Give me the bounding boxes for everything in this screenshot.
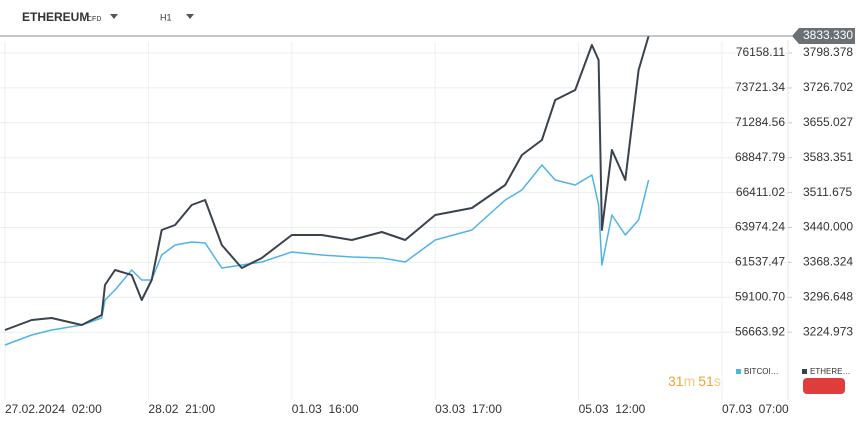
x-tick-label: 01.03 16:00 bbox=[292, 402, 359, 416]
legend-label: BITCOI… bbox=[744, 367, 779, 376]
timeframe-dropdown[interactable] bbox=[186, 14, 194, 19]
x-tick-label: 07.03 07:00 bbox=[722, 402, 789, 416]
y2-tick-label: 3368.324 bbox=[803, 255, 853, 269]
status-button[interactable] bbox=[803, 378, 845, 394]
y-tick-label: 66411.02 bbox=[736, 185, 785, 199]
y2-tick-label: 3798.378 bbox=[803, 45, 853, 59]
y2-tick-label: 3583.351 bbox=[803, 150, 853, 164]
y2-tick-label: 3296.648 bbox=[803, 289, 853, 303]
instrument-dropdown[interactable] bbox=[110, 14, 118, 19]
last-price-tag bbox=[792, 27, 855, 44]
y2-tick-label: 3655.027 bbox=[803, 115, 853, 129]
instrument-type: CFD bbox=[87, 16, 101, 23]
plot bbox=[4, 35, 650, 346]
legend-label: ETHERE… bbox=[810, 367, 850, 376]
y-tick-label: 56663.92 bbox=[735, 324, 785, 338]
y2-tick-label: 3726.702 bbox=[803, 80, 853, 94]
x-tick-label: 27.02.2024 02:00 bbox=[5, 402, 102, 416]
instrument[interactable]: ETHEREUM bbox=[22, 10, 89, 24]
y-tick-label: 71284.56 bbox=[735, 115, 785, 129]
legend-swatch bbox=[802, 369, 807, 374]
x-tick-label: 05.03 12:00 bbox=[579, 402, 646, 416]
axis-labels: 56663.92 59100.70 61537.47 63974.24 66411.02… bbox=[0, 27, 855, 416]
countdown: 31m 51s bbox=[668, 373, 721, 389]
price-line bbox=[4, 164, 650, 346]
y2-tick-label: 3440.000 bbox=[803, 220, 853, 234]
y2-tick-label: 3511.675 bbox=[803, 185, 852, 199]
y-tick-label: 73721.34 bbox=[735, 80, 785, 94]
x-tick-label: 28.02 21:00 bbox=[148, 402, 215, 416]
x-tick-label: 03.03 17:00 bbox=[435, 402, 502, 416]
y-tick-label: 61537.47 bbox=[735, 255, 785, 269]
last-price-label: 3833.330 bbox=[803, 28, 853, 42]
y-tick-label: 76158.11 bbox=[736, 45, 785, 59]
grid bbox=[0, 42, 788, 400]
timeframe[interactable]: H1 bbox=[160, 12, 172, 22]
y-tick-label: 63974.24 bbox=[735, 220, 785, 234]
y-tick-label: 59100.70 bbox=[735, 289, 785, 303]
y-tick-label: 68847.79 bbox=[735, 150, 785, 164]
y2-tick-label: 3224.973 bbox=[803, 324, 853, 338]
price-line bbox=[4, 35, 650, 331]
legend-swatch bbox=[736, 369, 741, 374]
